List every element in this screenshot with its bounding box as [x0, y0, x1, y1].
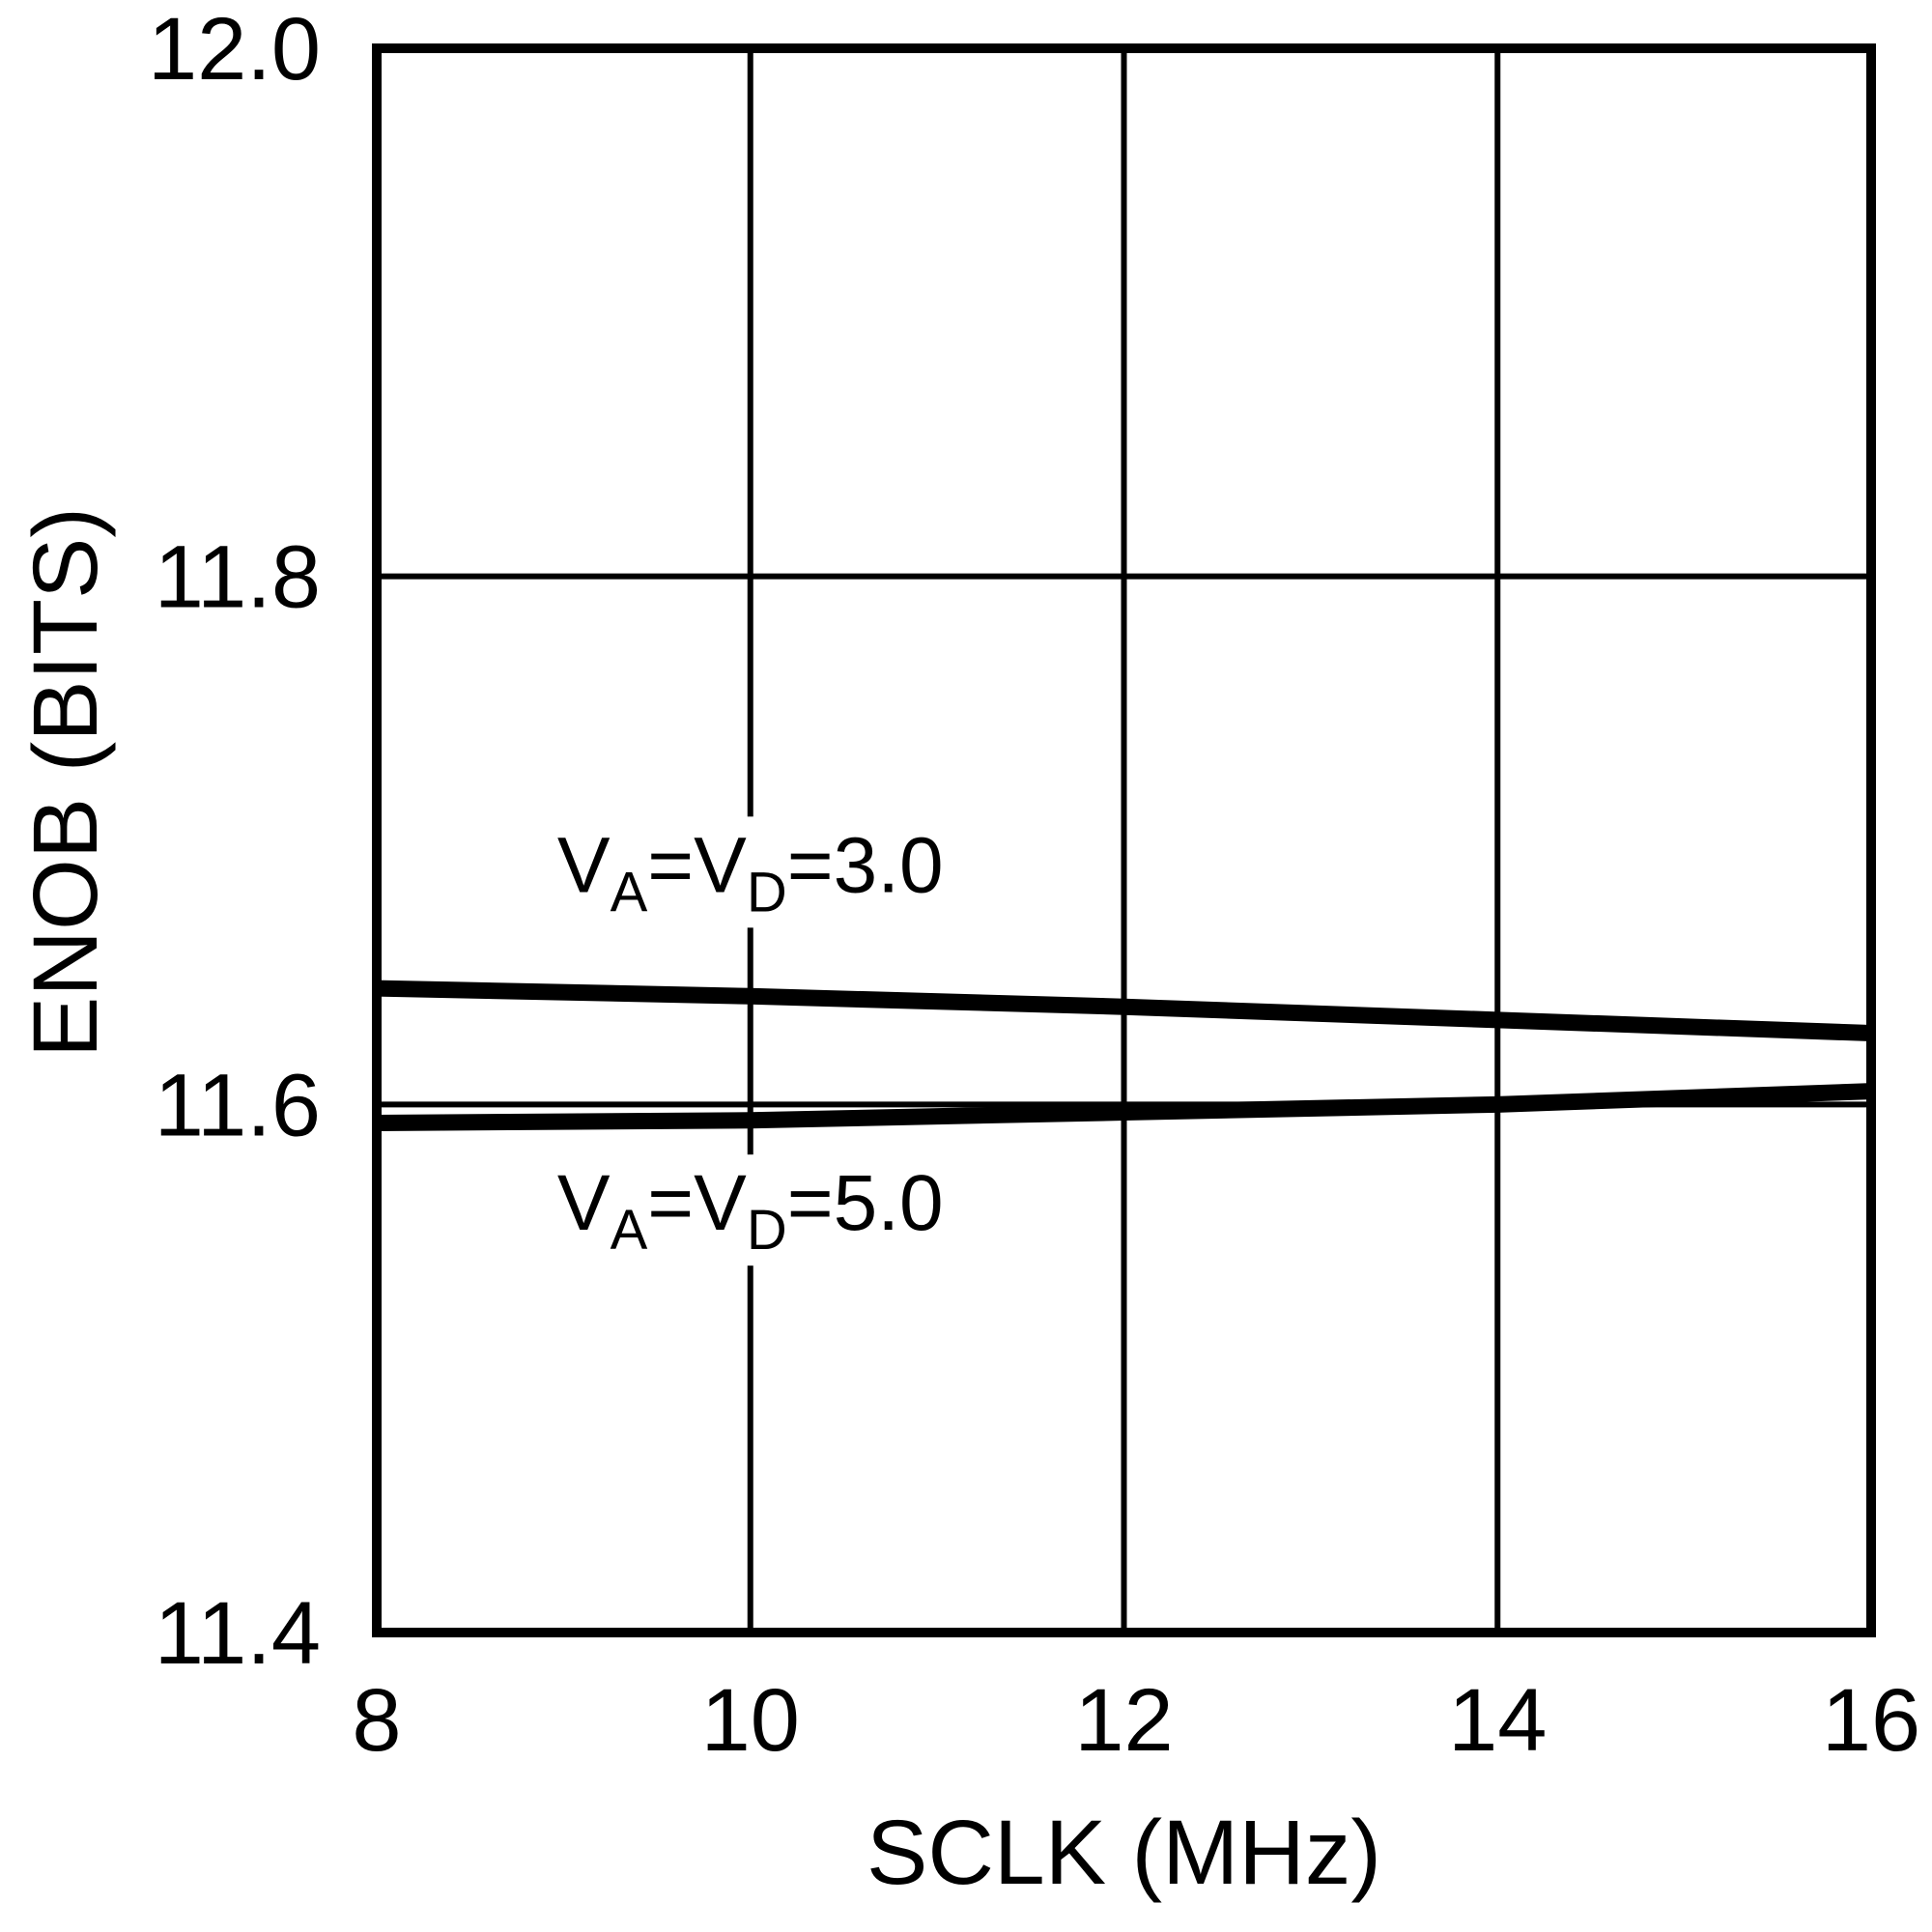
series-line-va-vd-5.0	[376, 1083, 1872, 1131]
y-axis-title: ENOB (BITS)	[14, 507, 117, 1058]
x-tick-label-14: 14	[1448, 1671, 1547, 1770]
annotation-text: V	[557, 821, 611, 909]
annotation-mask	[561, 1154, 939, 1266]
x-tick-label-10: 10	[701, 1671, 800, 1770]
annotation-text: =V	[647, 1159, 747, 1247]
series-label-va-vd-3.0: VA=VD=3.0	[557, 821, 944, 923]
x-axis-title: SCLK (MHz)	[867, 1802, 1381, 1904]
annotation-text: =3.0	[787, 821, 944, 909]
series-line-va-vd-3.0	[376, 980, 1872, 1042]
annotation-text: V	[557, 1159, 611, 1247]
annotation-text: =5.0	[787, 1159, 944, 1247]
annotation-subscript: A	[611, 861, 648, 923]
y-tick-label-12: 12.0	[148, 0, 321, 99]
annotation-text: =V	[647, 821, 747, 909]
annotation-mask	[561, 816, 939, 928]
annotation-subscript: D	[747, 861, 787, 923]
annotation-subscript: A	[611, 1199, 648, 1262]
series-label-va-vd-5.0: VA=VD=5.0	[557, 1159, 944, 1262]
x-tick-label-8: 8	[352, 1671, 401, 1770]
y-tick-label-11.4: 11.4	[155, 1584, 321, 1683]
x-tick-label-12: 12	[1074, 1671, 1173, 1770]
x-tick-label-16: 16	[1822, 1671, 1920, 1770]
plot-border	[372, 43, 1876, 1637]
y-tick-label-11.6: 11.6	[155, 1056, 321, 1154]
annotation-subscript: D	[747, 1199, 787, 1262]
y-tick-label-11.8: 11.8	[155, 528, 321, 627]
